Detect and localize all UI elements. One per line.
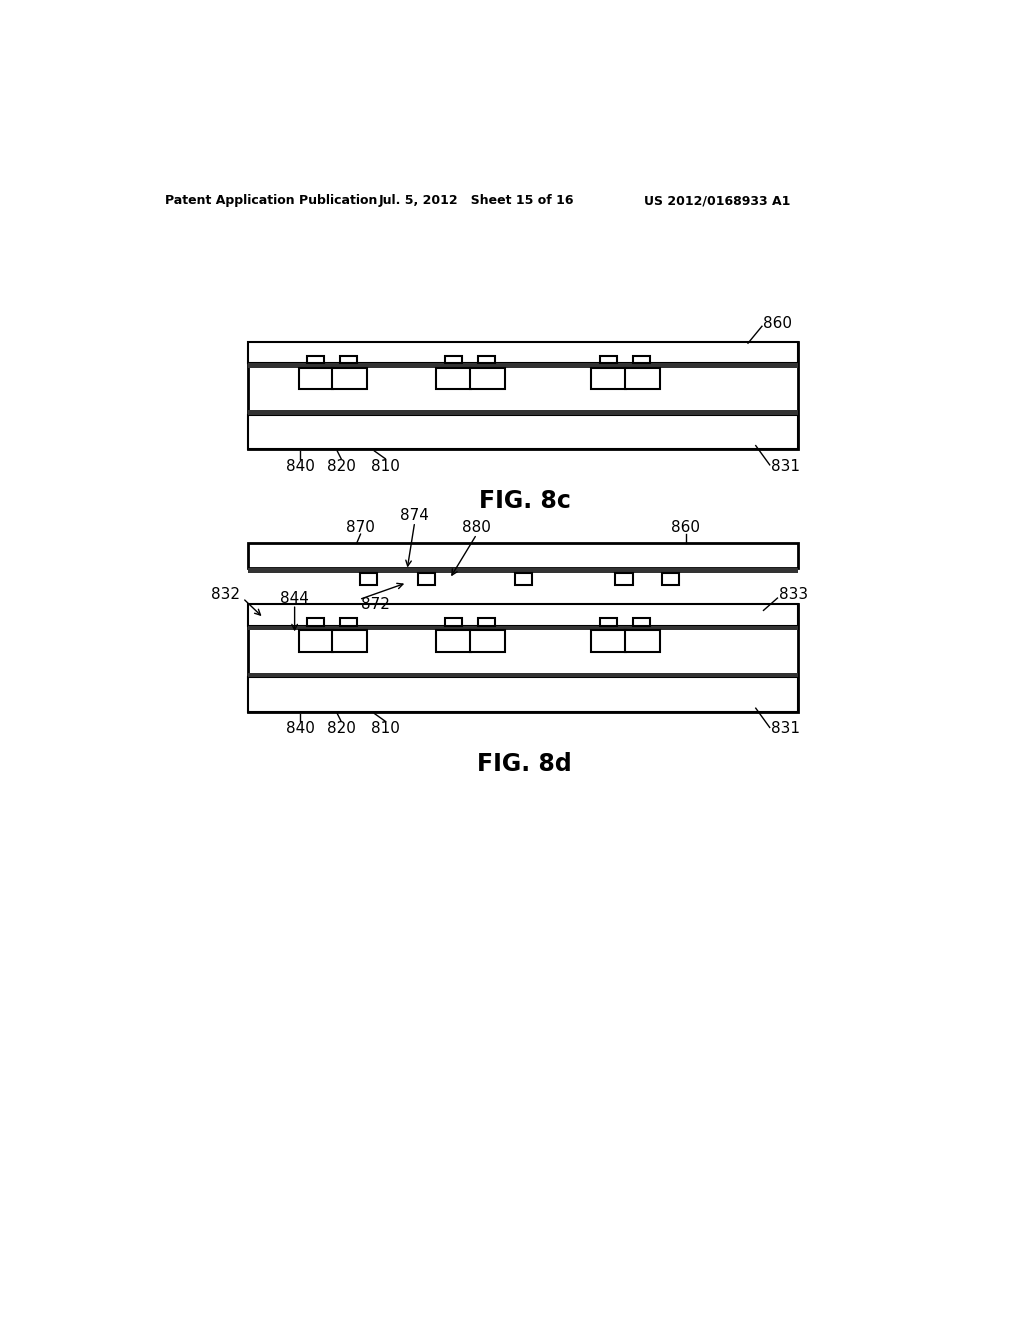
Bar <box>592 631 627 652</box>
Text: 820: 820 <box>327 459 355 474</box>
Text: 860: 860 <box>764 317 793 331</box>
Text: 870: 870 <box>346 520 375 536</box>
Bar <box>248 544 799 568</box>
Bar <box>248 626 799 631</box>
Text: 840: 840 <box>286 722 314 737</box>
Bar <box>418 573 435 585</box>
Bar <box>332 631 367 652</box>
Bar <box>436 368 471 389</box>
Text: 831: 831 <box>771 459 800 474</box>
Bar <box>633 618 650 626</box>
Bar <box>470 368 505 389</box>
Bar <box>307 355 324 363</box>
Bar <box>248 342 799 449</box>
Bar <box>248 605 799 711</box>
Text: 840: 840 <box>286 459 314 474</box>
Bar <box>248 411 799 414</box>
Text: FIG. 8d: FIG. 8d <box>477 751 572 776</box>
Bar <box>625 631 659 652</box>
Text: 831: 831 <box>771 722 800 737</box>
Text: 810: 810 <box>371 722 399 737</box>
Bar <box>592 368 627 389</box>
Text: 880: 880 <box>462 520 492 536</box>
Bar <box>248 414 799 449</box>
Text: 860: 860 <box>672 520 700 536</box>
Bar <box>248 605 799 626</box>
Text: 872: 872 <box>360 597 389 611</box>
Text: US 2012/0168933 A1: US 2012/0168933 A1 <box>644 194 791 207</box>
Bar <box>299 368 334 389</box>
Bar <box>615 573 633 585</box>
Bar <box>248 677 799 711</box>
Bar <box>600 618 617 626</box>
Bar <box>436 631 471 652</box>
Bar <box>625 368 659 389</box>
Bar <box>359 573 377 585</box>
Bar <box>248 363 799 368</box>
Bar <box>340 618 357 626</box>
Bar <box>299 631 334 652</box>
Text: 844: 844 <box>281 590 309 606</box>
Bar <box>515 573 531 585</box>
Bar <box>600 355 617 363</box>
Text: 833: 833 <box>779 586 808 602</box>
Bar <box>248 568 799 573</box>
Bar <box>248 342 799 363</box>
Bar <box>340 355 357 363</box>
Bar <box>633 355 650 363</box>
Text: 874: 874 <box>400 508 429 523</box>
Bar <box>248 673 799 677</box>
Bar <box>307 618 324 626</box>
Bar <box>332 368 367 389</box>
Text: Patent Application Publication: Patent Application Publication <box>165 194 378 207</box>
Bar <box>478 355 496 363</box>
Bar <box>445 618 462 626</box>
Text: 820: 820 <box>327 722 355 737</box>
Text: Jul. 5, 2012   Sheet 15 of 16: Jul. 5, 2012 Sheet 15 of 16 <box>379 194 574 207</box>
Text: FIG. 8c: FIG. 8c <box>479 488 570 513</box>
Bar <box>470 631 505 652</box>
Bar <box>478 618 496 626</box>
Text: 810: 810 <box>371 459 399 474</box>
Bar <box>662 573 679 585</box>
Bar <box>445 355 462 363</box>
Text: 832: 832 <box>211 586 241 602</box>
